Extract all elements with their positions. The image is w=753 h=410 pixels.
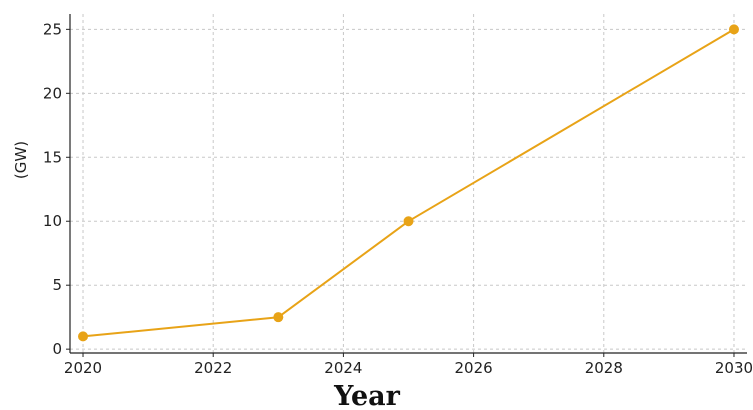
labels-layer: Year (GW): [12, 141, 401, 410]
data-point: [78, 331, 89, 342]
x-tick-label: 2024: [324, 359, 362, 377]
data-point: [403, 216, 414, 227]
y-tick-label: 15: [43, 148, 62, 166]
y-tick-label: 25: [43, 20, 62, 38]
x-tick-label: 2022: [194, 359, 232, 377]
series-line: [82, 28, 735, 338]
grid-layer: [70, 14, 747, 353]
y-axis-title: (GW): [12, 141, 30, 179]
x-tick-label: 2030: [715, 359, 753, 377]
x-tick-label: 2028: [585, 359, 623, 377]
x-tick-label: 2020: [64, 359, 102, 377]
series-layer: [78, 24, 739, 342]
x-axis-title: Year: [333, 381, 401, 410]
x-tick-label: 2026: [455, 359, 493, 377]
y-tick-label: 5: [52, 276, 62, 294]
data-point: [273, 312, 284, 323]
y-tick-label: 10: [43, 212, 62, 230]
y-tick-label: 0: [52, 340, 62, 358]
data-point: [728, 24, 739, 35]
axes-layer: 2020 2022 2024 2026 2028 2030 0 5 10 15 20 25: [43, 14, 753, 377]
y-tick-label: 20: [43, 84, 62, 102]
